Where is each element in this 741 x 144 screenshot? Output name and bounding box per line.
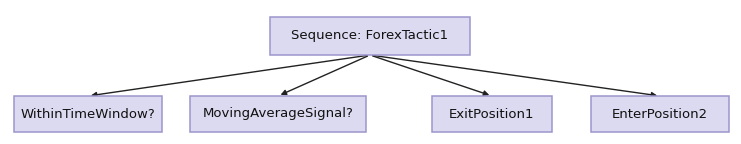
Text: WithinTimeWindow?: WithinTimeWindow? [21, 108, 156, 121]
FancyBboxPatch shape [270, 17, 470, 55]
FancyBboxPatch shape [14, 96, 162, 132]
Text: Sequence: ForexTactic1: Sequence: ForexTactic1 [291, 30, 448, 42]
FancyBboxPatch shape [591, 96, 729, 132]
FancyBboxPatch shape [190, 96, 365, 132]
FancyBboxPatch shape [432, 96, 552, 132]
Text: MovingAverageSignal?: MovingAverageSignal? [202, 108, 353, 121]
Text: ExitPosition1: ExitPosition1 [449, 108, 535, 121]
Text: EnterPosition2: EnterPosition2 [612, 108, 708, 121]
